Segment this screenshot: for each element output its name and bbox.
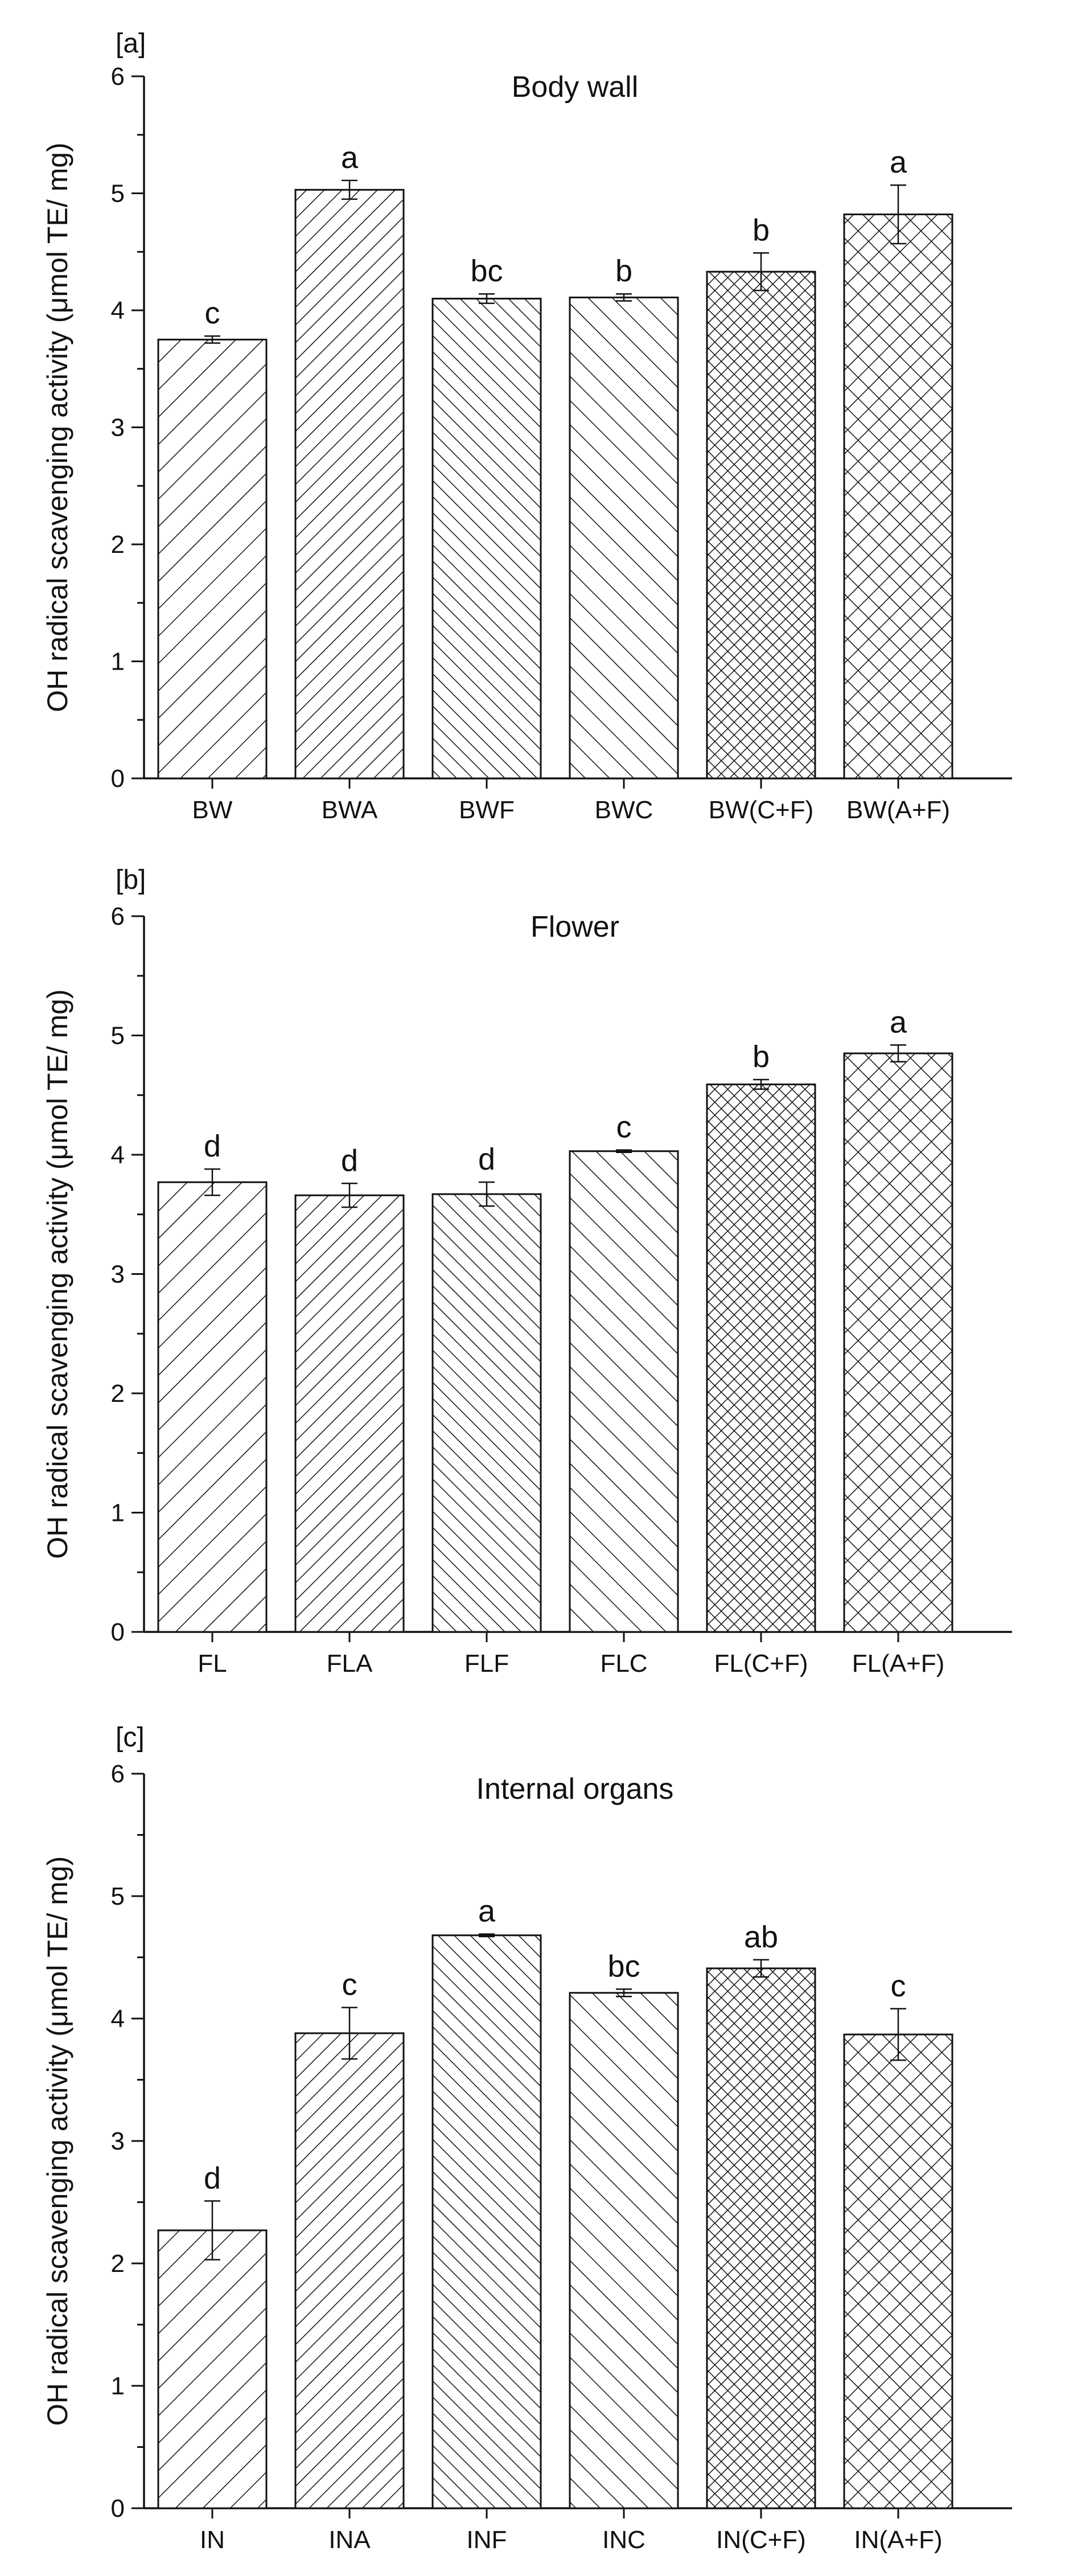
x-tick-label: INA <box>328 2526 371 2554</box>
y-tick-label: 1 <box>111 648 125 676</box>
bar-fl <box>157 1181 268 1633</box>
significance-letter: b <box>753 213 770 247</box>
y-axis-label: OH radical scavenging activity (μmol TE/… <box>42 989 73 1558</box>
y-tick-label: 0 <box>111 765 125 793</box>
bar-bwa <box>294 188 405 780</box>
x-tick-label: INF <box>467 2526 507 2554</box>
significance-letter: b <box>753 1040 770 1074</box>
y-tick-label: 6 <box>111 903 125 930</box>
y-tick-label: 0 <box>111 1618 125 1646</box>
y-tick-label: 2 <box>111 1380 125 1408</box>
y-tick-label: 5 <box>111 180 125 208</box>
significance-letter: d <box>204 2161 221 2195</box>
significance-letter: a <box>890 145 907 179</box>
y-tick-label: 1 <box>111 1499 125 1527</box>
bar-inf <box>431 1934 542 2509</box>
significance-letter: a <box>890 1005 907 1039</box>
y-tick-label: 6 <box>111 63 125 91</box>
x-tick-label: INC <box>602 2526 645 2554</box>
chart-title: Body wall <box>512 71 639 104</box>
bar-in-c-f- <box>706 1967 816 2509</box>
x-tick-label: FLF <box>464 1650 509 1677</box>
significance-letter: c <box>342 1968 357 2002</box>
panel-label: [b] <box>116 865 146 895</box>
bar-bw-a-f- <box>843 213 953 780</box>
significance-letter: a <box>478 1894 496 1929</box>
bar-flc <box>569 1150 679 1633</box>
y-tick-label: 0 <box>111 2495 125 2522</box>
x-tick-label: FL(A+F) <box>852 1650 945 1677</box>
y-tick-label: 5 <box>111 1022 125 1050</box>
bar-bw-c-f- <box>706 270 816 780</box>
y-axis-label: OH radical scavenging activity (μmol TE/… <box>42 142 73 712</box>
x-tick-label: IN(A+F) <box>854 2526 942 2554</box>
panel-label: [c] <box>116 1722 145 1753</box>
y-tick-label: 4 <box>111 2005 125 2033</box>
significance-letter: a <box>341 141 359 175</box>
bar-bw <box>157 338 268 780</box>
x-tick-label: BW(C+F) <box>709 796 814 824</box>
bar-fla <box>294 1194 405 1633</box>
bar-fl-c-f- <box>706 1083 816 1633</box>
bar-in <box>157 2229 268 2509</box>
y-tick-label: 5 <box>111 1882 125 1910</box>
x-tick-label: IN <box>200 2526 225 2554</box>
significance-letter: bc <box>470 254 503 288</box>
y-tick-label: 4 <box>111 1141 125 1169</box>
x-tick-label: FL <box>198 1650 227 1677</box>
y-tick-label: 4 <box>111 297 125 325</box>
x-tick-label: FLA <box>327 1650 373 1677</box>
x-tick-label: BW(A+F) <box>846 796 950 824</box>
y-tick-label: 3 <box>111 1261 125 1289</box>
bar-in-a-f- <box>843 2033 953 2509</box>
chart-title: Internal organs <box>476 1773 674 1806</box>
significance-letter: d <box>478 1142 495 1176</box>
x-tick-label: FLC <box>600 1650 647 1677</box>
bar-flf <box>431 1193 542 1633</box>
significance-letter: c <box>891 1969 906 2003</box>
significance-letter: c <box>616 1110 632 1145</box>
x-tick-label: BWF <box>459 796 515 824</box>
x-tick-label: BWA <box>322 796 378 824</box>
x-tick-label: IN(C+F) <box>716 2526 806 2554</box>
bar-inc <box>569 1992 679 2509</box>
y-tick-label: 2 <box>111 531 125 559</box>
bar-bwc <box>569 296 679 780</box>
y-tick-label: 3 <box>111 2127 125 2155</box>
y-axis-label: OH radical scavenging activity (μmol TE/… <box>42 1856 73 2426</box>
bar-fl-a-f- <box>843 1052 953 1633</box>
y-tick-label: 1 <box>111 2372 125 2400</box>
significance-letter: ab <box>744 1920 778 1954</box>
significance-letter: d <box>341 1143 358 1178</box>
chart-title: Flower <box>531 910 619 944</box>
y-tick-label: 3 <box>111 414 125 442</box>
bar-bwf <box>431 297 542 780</box>
x-tick-label: BW <box>192 796 233 824</box>
y-tick-label: 2 <box>111 2250 125 2278</box>
significance-letter: c <box>205 296 220 330</box>
panel-label: [a] <box>116 28 146 59</box>
significance-letter: bc <box>607 1949 640 1983</box>
x-tick-label: FL(C+F) <box>714 1650 808 1677</box>
y-tick-label: 6 <box>111 1760 125 1788</box>
x-tick-label: BWC <box>595 796 653 824</box>
significance-letter: b <box>615 254 632 288</box>
bar-ina <box>294 2032 405 2509</box>
significance-letter: d <box>204 1129 221 1163</box>
